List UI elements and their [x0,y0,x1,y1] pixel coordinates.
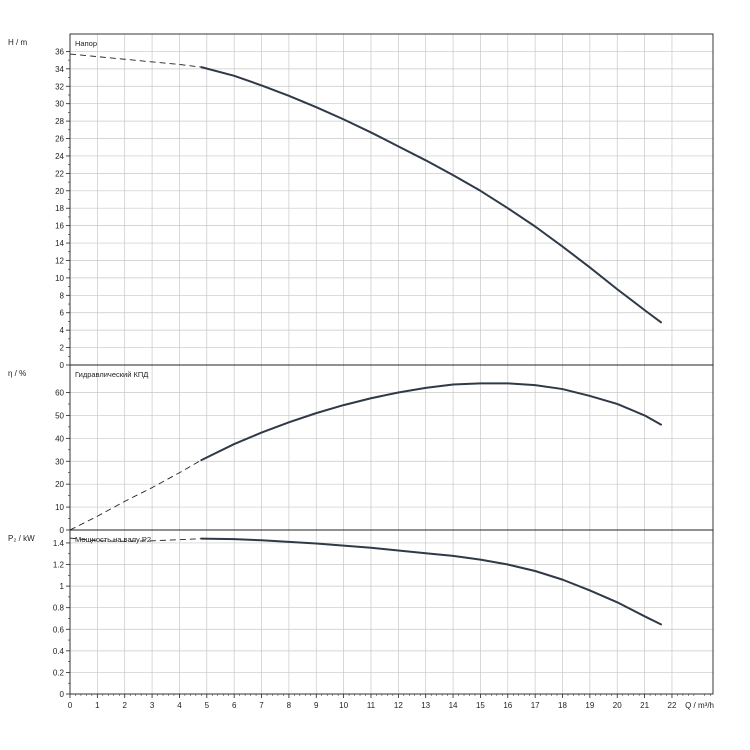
panel-title-power: Мощность на валу P2 [75,535,151,544]
y-tick-label: 1 [60,582,65,591]
x-tick-label: 17 [531,701,540,710]
y-tick-label: 0 [60,361,65,370]
x-tick-label: 2 [122,701,127,710]
x-tick-label: 11 [367,701,376,710]
y-tick-label: 1.4 [53,539,65,548]
y-tick-label: 12 [55,256,64,265]
x-tick-label: 12 [394,701,403,710]
curve-dashed-head [69,53,202,68]
y-tick-label: 50 [55,411,64,420]
y-tick-label: 40 [55,434,64,443]
y-axis-label-power: P₂ / kW [8,534,35,543]
curve-solid-efficiency [200,382,663,462]
y-tick-label: 14 [55,239,64,248]
y-axis-label-head: H / m [8,38,27,47]
x-tick-label: 8 [287,701,292,710]
y-tick-label: 0 [60,690,65,699]
grid-layer [69,34,713,695]
y-tick-label: 10 [55,503,64,512]
y-tick-label: 10 [55,274,64,283]
frame-layer [66,33,714,698]
y-tick-label: 0.4 [53,647,65,656]
x-tick-label: 0 [68,701,73,710]
curve-dashed-efficiency [69,459,202,531]
x-tick-label: 21 [640,701,649,710]
y-tick-label: 36 [55,47,64,56]
panel-frame-efficiency [69,364,714,531]
y-tick-label: 4 [60,326,65,335]
x-tick-label: 20 [613,701,622,710]
y-tick-label: 8 [60,291,65,300]
x-tick-label: 19 [585,701,594,710]
y-tick-label: 0.2 [53,668,65,677]
y-tick-label: 30 [55,100,64,109]
panel-frame-power [69,529,714,695]
y-tick-label: 22 [55,169,64,178]
x-tick-label: 9 [314,701,319,710]
x-tick-label: 16 [503,701,512,710]
panel-title-head: Напор [75,39,97,48]
y-tick-label: 2 [60,344,65,353]
y-tick-label: 16 [55,222,64,231]
y-axis-label-efficiency: η / % [8,369,26,378]
curve-layer [69,53,663,626]
x-axis-label: Q / m³/h [685,701,714,710]
x-tick-label: 15 [476,701,485,710]
x-tick-label: 10 [339,701,348,710]
y-tick-label: 0.6 [53,625,65,634]
y-tick-label: 30 [55,457,64,466]
y-tick-label: 34 [55,65,64,74]
x-tick-label: 22 [668,701,677,710]
y-tick-label: 24 [55,152,64,161]
y-tick-label: 1.2 [53,561,65,570]
x-tick-label: 14 [449,701,458,710]
y-tick-label: 20 [55,480,64,489]
panel-title-efficiency: Гидравлический КПД [75,370,148,379]
x-tick-label: 7 [259,701,264,710]
x-tick-label: 5 [205,701,210,710]
y-tick-label: 26 [55,135,64,144]
panel-frame-head [69,33,714,366]
curve-solid-head [200,66,663,324]
y-tick-label: 20 [55,187,64,196]
x-tick-label: 18 [558,701,567,710]
x-tick-label: 1 [95,701,100,710]
x-tick-label: 3 [150,701,155,710]
curve-dashed-power [69,537,202,542]
x-tick-label: 13 [421,701,430,710]
y-tick-label: 60 [55,389,64,398]
x-tick-label: 4 [177,701,182,710]
y-tick-label: 0.8 [53,604,65,613]
y-tick-label: 28 [55,117,64,126]
x-tick-label: 6 [232,701,237,710]
curve-solid-power [200,537,663,626]
y-tick-label: 32 [55,82,64,91]
y-tick-label: 0 [60,526,65,535]
y-tick-label: 6 [60,309,65,318]
y-tick-label: 18 [55,204,64,213]
